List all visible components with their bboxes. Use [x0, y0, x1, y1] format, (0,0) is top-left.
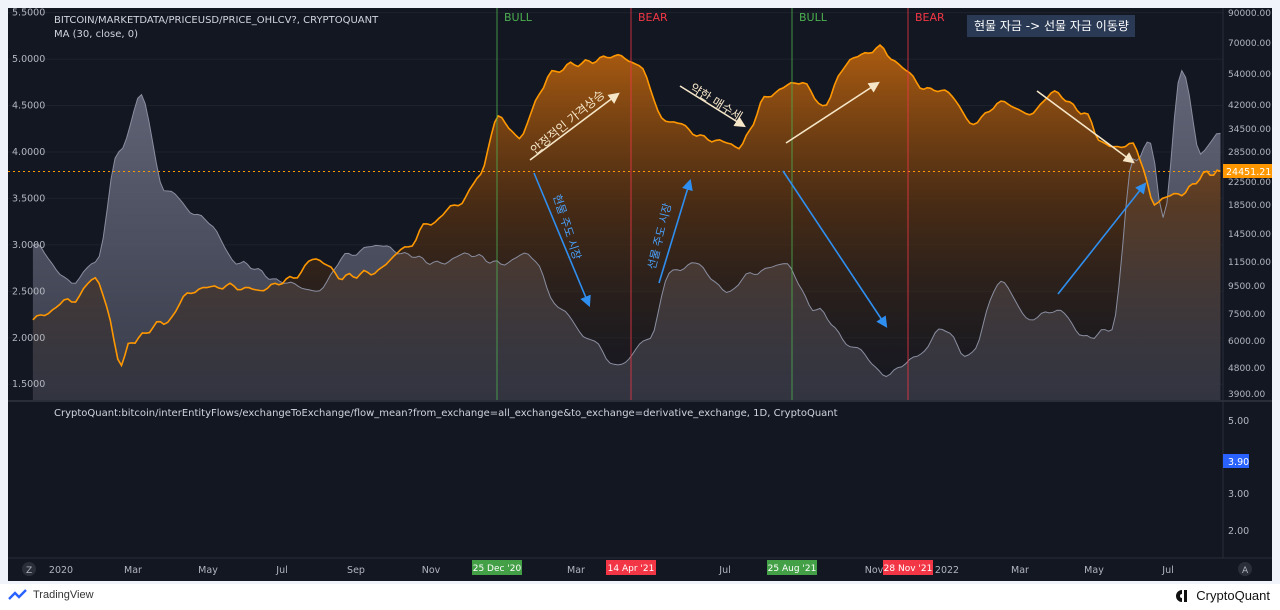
zoom-button-label: Z [26, 566, 32, 576]
right-axis-tick: 11500.00 [1228, 258, 1271, 268]
time-axis-tick: Nov [422, 565, 441, 576]
auto-scale-button[interactable] [1238, 562, 1252, 576]
flow-line [32, 69, 1221, 378]
time-axis-tick: 2022 [935, 565, 959, 576]
phase-lines [496, 8, 909, 400]
phase-date-label: 25 Dec '20 [473, 564, 522, 574]
cryptoquant-icon [1176, 589, 1188, 602]
tradingview-logo[interactable]: TradingView [8, 589, 94, 601]
arrow-futures-rise [1057, 182, 1147, 295]
left-axis-tick: 2.5000 [12, 286, 45, 297]
arrow-second-rise [785, 81, 880, 144]
time-axis-tick: May [1084, 565, 1104, 576]
right-axis-tick: 18500.00 [1228, 201, 1271, 211]
left-axis-tick: 5.0000 [12, 54, 45, 65]
phase-date-badge [606, 560, 656, 575]
left-axis-tick: 5.5000 [12, 8, 45, 19]
zoom-button[interactable] [22, 562, 36, 576]
right-axis-tick: 28500.00 [1228, 148, 1271, 158]
time-axis[interactable]: 2020 Mar May Jul Sep Nov Mar Jul Nov 2022 Mar May Ju… [49, 565, 1174, 576]
right-axis-tick: 54000.00 [1228, 70, 1271, 80]
note-box [967, 15, 1135, 37]
right-axis-tick: 14500.00 [1228, 230, 1271, 240]
left-axis-tick: 2.0000 [12, 333, 45, 344]
left-axis-tick: 4.5000 [12, 101, 45, 112]
right-axis-tick: 4800.00 [1228, 364, 1265, 374]
time-axis-tick: Mar [567, 565, 585, 576]
phase-date-badge [883, 560, 933, 575]
arrow-weak-buying [679, 85, 746, 128]
right-axis-tick: 3900.00 [1228, 390, 1265, 400]
footer: TradingView CryptoQuant [0, 584, 1280, 610]
time-axis-tick: Jul [275, 565, 287, 576]
auto-scale-button-label: A [1242, 566, 1249, 576]
lower-series-title: CryptoQuant:bitcoin/interEntityFlows/exc… [54, 408, 838, 419]
arrow-stable-rise [529, 92, 620, 161]
lower-pane: CryptoQuant:bitcoin/interEntityFlows/exc… [54, 408, 1249, 537]
left-axis: 5.5000 5.0000 4.5000 4.0000 3.5000 3.0000 2.50… [12, 8, 45, 391]
left-axis-tick: 1.5000 [12, 379, 45, 390]
right-axis-tick: 70000.00 [1228, 39, 1271, 49]
phase-date-label: 28 Nov '21 [884, 564, 933, 574]
cryptoquant-logo[interactable]: CryptoQuant [1175, 588, 1270, 603]
time-axis-tick: Sep [347, 565, 365, 576]
tradingview-icon [8, 589, 27, 600]
current-price-label: 24451.21 [1226, 167, 1271, 178]
phase-date-badge [767, 560, 817, 575]
current-price-badge [1223, 164, 1272, 178]
time-axis-tick: Mar [124, 565, 142, 576]
left-axis-tick: 4.0000 [12, 147, 45, 158]
symbol-title: BITCOIN/MARKETDATA/PRICEUSD/PRICE_OHLCV?… [54, 15, 379, 26]
phase-date-badge [472, 560, 522, 575]
phase-label: BEAR [915, 11, 945, 24]
note-text: 현물 자금 -> 선물 자금 이동량 [974, 19, 1129, 33]
arrow-futures-led [658, 178, 693, 284]
right-axis-tick: 9500.00 [1228, 282, 1265, 292]
phase-date-label: 25 Aug '21 [768, 564, 817, 574]
arrow-futures-decline [782, 170, 888, 328]
right-axis-tick: 6000.00 [1228, 337, 1265, 347]
time-axis-tick: Mar [1011, 565, 1029, 576]
right-axis-tick: 22500.00 [1228, 178, 1271, 188]
main-pane [8, 8, 1223, 400]
left-axis-tick: 3.0000 [12, 240, 45, 251]
right-axis-tick: 7500.00 [1228, 310, 1265, 320]
lower-value-badge [1223, 454, 1249, 468]
lower-axis-tick: 2.00 [1228, 526, 1249, 537]
phase-label: BEAR [638, 11, 668, 24]
right-axis-tick: 90000.00 [1228, 9, 1271, 19]
ma-label: MA (30, close, 0) [54, 29, 138, 40]
lower-axis-tick: 3.00 [1228, 489, 1249, 500]
phase-label: BULL [504, 11, 533, 24]
lower-axis-tick: 5.00 [1228, 416, 1249, 427]
phase-label: BULL [799, 11, 828, 24]
time-axis-tick: 2020 [49, 565, 73, 576]
left-axis-tick: 3.5000 [12, 193, 45, 204]
annotation-arrows [529, 81, 1147, 328]
right-axis-tick: 34500.00 [1228, 125, 1271, 135]
right-axis-tick: 42000.00 [1228, 101, 1271, 111]
time-axis-tick: Jul [718, 565, 730, 576]
arrow-spot-led [533, 172, 591, 308]
cryptoquant-label: CryptoQuant [1196, 588, 1270, 603]
phase-date-badges: 25 Dec '20 14 Apr '21 25 Aug '21 28 Nov '21 [472, 560, 933, 575]
tradingview-label: TradingView [33, 589, 94, 601]
price-line [32, 44, 1221, 368]
time-axis-tick: Nov [865, 565, 884, 576]
pane-separator[interactable] [8, 400, 1272, 402]
phase-labels: BULL BEAR BULL BEAR [504, 11, 945, 24]
lower-value-label: 3.90 [1228, 457, 1249, 468]
phase-date-label: 14 Apr '21 [608, 564, 655, 574]
price-area [32, 45, 1221, 400]
right-axis[interactable]: 90000.00 70000.00 54000.00 42000.00 34500.00… [1228, 9, 1271, 400]
time-axis-tick: May [198, 565, 218, 576]
time-axis-tick: Jul [1161, 565, 1173, 576]
arrow-decline [1036, 90, 1135, 164]
